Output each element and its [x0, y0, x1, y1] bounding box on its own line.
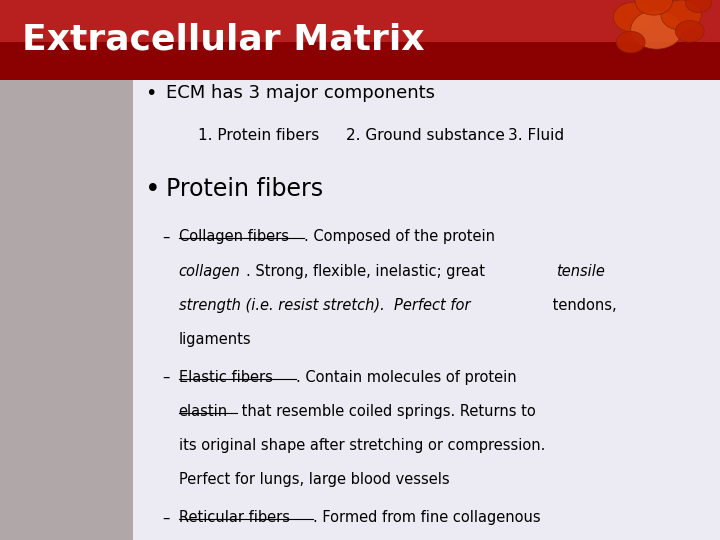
FancyBboxPatch shape — [0, 0, 720, 80]
Text: Elastic fibers: Elastic fibers — [179, 370, 272, 385]
Text: tendons,: tendons, — [547, 298, 616, 313]
Text: elastin: elastin — [179, 404, 228, 419]
Text: ECM has 3 major components: ECM has 3 major components — [166, 84, 435, 102]
Circle shape — [675, 21, 704, 42]
Circle shape — [613, 2, 654, 32]
Text: 2. Ground substance: 2. Ground substance — [346, 128, 505, 143]
Text: . Composed of the protein: . Composed of the protein — [305, 230, 500, 245]
Text: 1. Protein fibers: 1. Protein fibers — [198, 128, 319, 143]
Text: . Strong, flexible, inelastic; great: . Strong, flexible, inelastic; great — [246, 264, 490, 279]
Circle shape — [616, 31, 645, 53]
Text: 3. Fluid: 3. Fluid — [508, 128, 564, 143]
Text: . Contain molecules of protein: . Contain molecules of protein — [296, 370, 521, 385]
Text: that resemble coiled springs. Returns to: that resemble coiled springs. Returns to — [238, 404, 536, 419]
Text: Extracellular Matrix: Extracellular Matrix — [22, 23, 424, 57]
Text: . Formed from fine collagenous: . Formed from fine collagenous — [312, 510, 540, 525]
Text: ligaments: ligaments — [179, 332, 251, 347]
Text: Reticular fibers: Reticular fibers — [179, 510, 289, 525]
Text: strength (i.e. resist stretch).  Perfect for: strength (i.e. resist stretch). Perfect … — [179, 298, 470, 313]
Text: –: – — [163, 510, 170, 525]
Text: its original shape after stretching or compression.: its original shape after stretching or c… — [179, 438, 545, 453]
Text: •: • — [145, 177, 161, 202]
Circle shape — [661, 0, 701, 30]
Text: Collagen fibers: Collagen fibers — [179, 230, 289, 245]
FancyBboxPatch shape — [133, 80, 720, 540]
Text: Protein fibers: Protein fibers — [166, 177, 323, 200]
Text: collagen: collagen — [179, 264, 240, 279]
Text: •: • — [145, 84, 157, 103]
Circle shape — [685, 0, 711, 12]
Text: –: – — [163, 370, 170, 385]
FancyBboxPatch shape — [0, 42, 720, 80]
Circle shape — [635, 0, 672, 15]
FancyBboxPatch shape — [0, 80, 133, 540]
Text: tensile: tensile — [556, 264, 605, 279]
Text: Perfect for lungs, large blood vessels: Perfect for lungs, large blood vessels — [179, 472, 449, 487]
Circle shape — [631, 10, 683, 49]
Text: –: – — [163, 230, 170, 245]
